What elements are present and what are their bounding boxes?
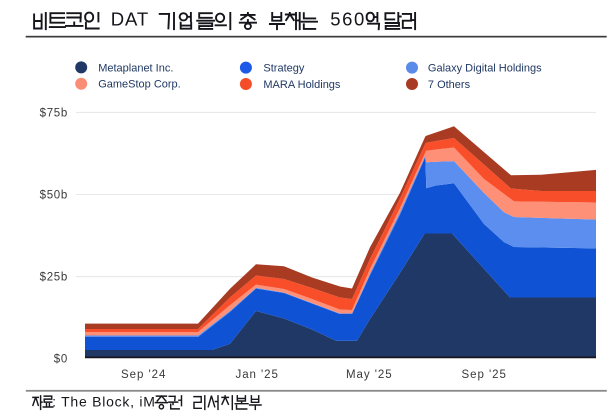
svg-text:560: 560 bbox=[330, 9, 366, 30]
svg-text:May '25: May '25 bbox=[346, 369, 393, 381]
svg-text:Metaplanet Inc.: Metaplanet Inc. bbox=[98, 62, 173, 74]
svg-text:$0: $0 bbox=[54, 353, 68, 365]
svg-text:$25b: $25b bbox=[40, 272, 68, 284]
svg-text:Sep '24: Sep '24 bbox=[121, 369, 166, 381]
svg-text:Sep '25: Sep '25 bbox=[462, 369, 507, 381]
svg-text:$75b: $75b bbox=[40, 108, 68, 120]
svg-text:Galaxy Digital Holdings: Galaxy Digital Holdings bbox=[428, 63, 542, 75]
svg-text:DAT: DAT bbox=[111, 9, 149, 30]
svg-text:GameStop Corp.: GameStop Corp. bbox=[98, 79, 181, 91]
svg-text:Jan '25: Jan '25 bbox=[236, 369, 279, 381]
svg-text:7 Others: 7 Others bbox=[428, 79, 471, 91]
svg-text:$50b: $50b bbox=[40, 190, 68, 202]
svg-text:Strategy: Strategy bbox=[263, 63, 304, 75]
svg-text:: The Block, iM: : The Block, iM bbox=[52, 393, 156, 409]
svg-text:MARA Holdings: MARA Holdings bbox=[263, 79, 341, 91]
